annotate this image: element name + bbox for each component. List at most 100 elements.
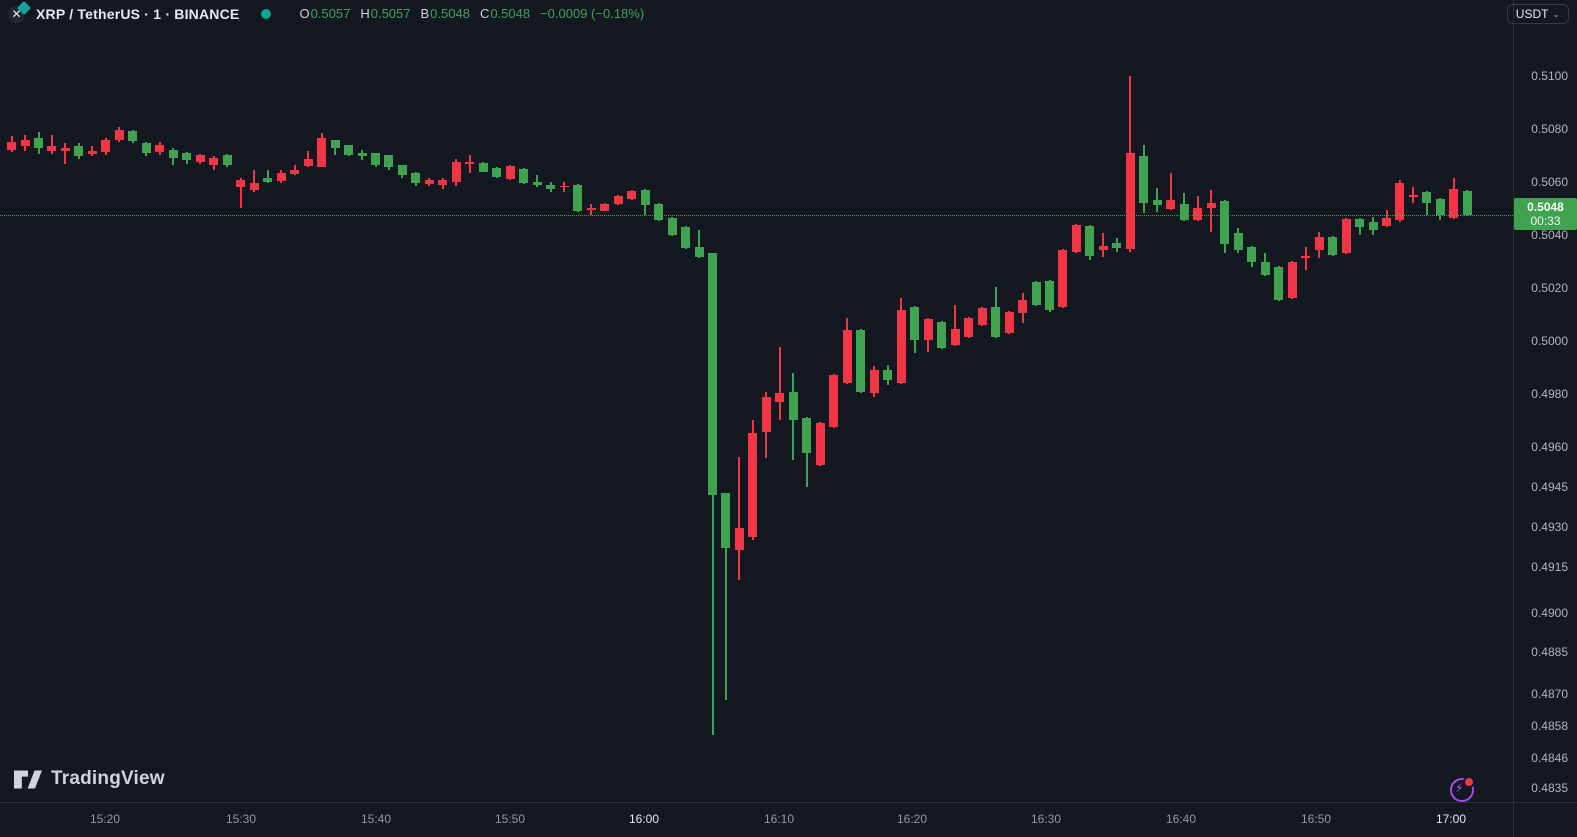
currency-selector-button[interactable]: USDT ⌄: [1506, 4, 1569, 24]
last-price-value: 0.5048: [1527, 200, 1564, 215]
candle-body: [397, 165, 407, 175]
candle-body: [1422, 192, 1432, 204]
candle-body: [1206, 203, 1216, 208]
candle-body: [411, 173, 421, 183]
candle-body: [303, 159, 313, 167]
candle-body: [1287, 262, 1297, 298]
candle-wick: [1102, 233, 1105, 257]
time-scale-label: 17:00: [1435, 812, 1467, 826]
price-scale-label: 0.4945: [1531, 480, 1568, 494]
price-scale-label: 0.4858: [1531, 719, 1568, 733]
candle-body: [883, 370, 893, 380]
candle-body: [519, 169, 529, 183]
candle-body: [1098, 246, 1108, 250]
candle-body: [1004, 312, 1014, 334]
candle-body: [317, 137, 326, 167]
candle-body: [168, 150, 178, 158]
candle-body: [1260, 262, 1270, 275]
time-scale[interactable]: 15:20 15:30 15:40 15:50 16:00 16:10 16:20 16:30…: [0, 802, 1513, 837]
time-scale-label: 16:30: [1030, 812, 1062, 826]
candle-body: [842, 330, 852, 384]
candle-body: [263, 178, 273, 183]
candle-body: [1125, 152, 1135, 249]
chart-canvas[interactable]: [0, 0, 1513, 802]
candle-body: [815, 423, 825, 465]
low-value: 0.5048: [430, 6, 470, 21]
bar-countdown: 00:33: [1530, 214, 1561, 229]
candle-body: [937, 322, 947, 349]
price-scale[interactable]: 0.5100 0.5080 0.5060 0.5040 0.5020 0.5000 0.49…: [1513, 0, 1577, 802]
candle-body: [896, 310, 906, 384]
open-label: O: [299, 6, 310, 21]
tradingview-logo-text: TradingView: [51, 768, 165, 789]
candle-body: [923, 319, 933, 341]
candle-body: [357, 152, 367, 157]
candle-body: [505, 166, 515, 179]
candle-body: [1355, 218, 1364, 227]
candle-body: [141, 143, 151, 154]
candle-body: [1449, 188, 1459, 218]
candle-body: [87, 151, 97, 154]
candle-body: [34, 137, 43, 149]
candle-body: [1408, 195, 1418, 197]
candle-body: [761, 396, 771, 432]
candle-body: [1112, 243, 1122, 248]
candle-body: [613, 196, 623, 205]
candle-wick: [536, 174, 539, 187]
price-scale-label: 0.4885: [1531, 645, 1568, 659]
candle-body: [47, 145, 57, 152]
candle-body: [60, 148, 70, 152]
candle-body: [721, 492, 731, 549]
symbol-title[interactable]: XRP / TetherUS · 1 · BINANCE: [36, 5, 240, 22]
candle-body: [1233, 233, 1243, 250]
candle-body: [371, 152, 380, 165]
candle-body: [802, 418, 812, 453]
candle-body: [249, 183, 259, 190]
candle-body: [627, 191, 637, 199]
candle-body: [950, 329, 960, 345]
candle-body: [1382, 218, 1391, 227]
candle-body: [640, 189, 650, 205]
currency-label: USDT: [1515, 7, 1549, 21]
candle-body: [330, 140, 340, 149]
candle-body: [1031, 282, 1041, 305]
candle-body: [1152, 200, 1162, 205]
candle-body: [1462, 191, 1472, 216]
candle-body: [964, 318, 974, 338]
last-price-tag: 0.5048 00:33: [1514, 198, 1577, 231]
tradingview-logo[interactable]: TradingView: [14, 768, 165, 790]
candle-wick: [1169, 173, 1172, 211]
candle-body: [681, 226, 690, 249]
candle-body: [856, 330, 866, 393]
candle-wick: [1156, 188, 1159, 212]
high-value: 0.5057: [370, 6, 411, 21]
candle-body: [559, 185, 569, 187]
time-scale-label: 16:10: [763, 812, 795, 826]
candle-body: [1314, 237, 1324, 250]
close-value: 0.5048: [490, 6, 531, 21]
candle-body: [128, 131, 138, 142]
flash-notification-icon[interactable]: ⚡: [1449, 776, 1475, 803]
candle-wick: [778, 347, 781, 420]
candle-body: [1435, 199, 1445, 216]
candle-body: [236, 180, 246, 187]
candle-body: [492, 168, 502, 178]
last-price-line: [0, 215, 1513, 217]
time-scale-label: 16:00: [628, 812, 660, 826]
candle-wick: [954, 305, 957, 346]
candle-body: [478, 162, 488, 172]
price-scale-label: 0.5060: [1531, 175, 1568, 189]
tradingview-mark-icon: [14, 769, 42, 789]
low-label: B: [420, 6, 430, 21]
candle-body: [573, 185, 583, 211]
candle-body: [1220, 200, 1230, 245]
candle-body: [734, 528, 744, 550]
candle-body: [977, 308, 987, 326]
candle-wick: [1304, 247, 1307, 271]
time-scale-label: 15:50: [494, 812, 526, 826]
candle-body: [829, 374, 839, 427]
time-scale-label: 15:30: [225, 812, 257, 826]
price-scale-label: 0.5000: [1531, 334, 1568, 348]
candle-wick: [1210, 189, 1213, 232]
candle-body: [586, 208, 596, 210]
